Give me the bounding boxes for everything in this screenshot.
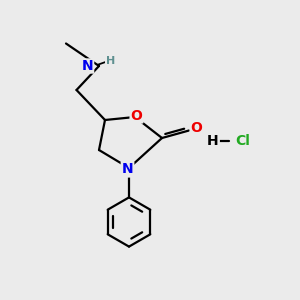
Text: H: H: [207, 134, 219, 148]
Text: O: O: [190, 121, 202, 135]
Text: H: H: [106, 56, 115, 66]
Text: O: O: [130, 109, 142, 122]
Text: N: N: [82, 59, 94, 73]
Text: Cl: Cl: [236, 134, 250, 148]
Text: N: N: [122, 163, 133, 176]
